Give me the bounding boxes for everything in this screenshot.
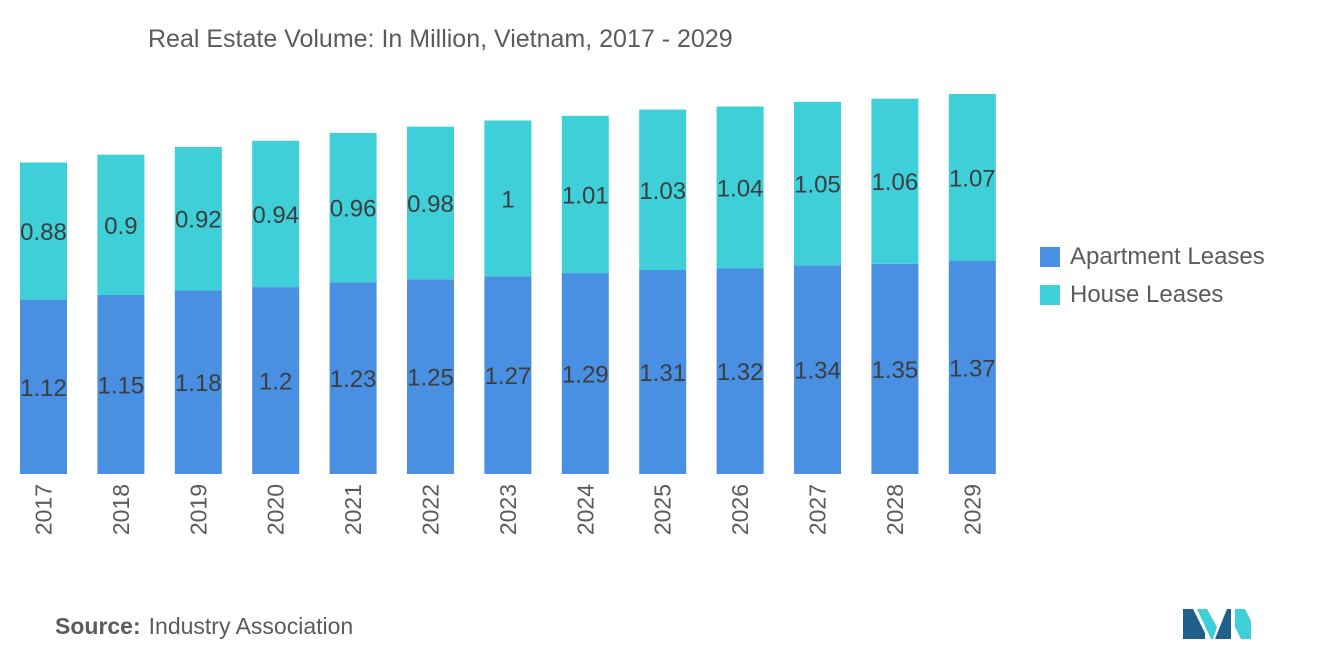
data-label-house-2023: 1: [501, 186, 514, 213]
bar-house-2026[interactable]: [716, 106, 764, 269]
x-tick-label-2024: 2024: [572, 484, 598, 535]
data-label-house-2027: 1.05: [794, 172, 841, 199]
data-label-apartment-2019: 1.18: [175, 370, 222, 397]
data-label-house-2025: 1.03: [639, 178, 686, 205]
x-tick-label-2022: 2022: [418, 484, 444, 535]
data-label-apartment-2027: 1.34: [794, 358, 841, 385]
bar-apartment-2017[interactable]: [20, 299, 67, 474]
legend-swatch-apartment: [1040, 247, 1060, 267]
x-tick-label-2018: 2018: [108, 484, 134, 535]
x-tick-label-2025: 2025: [650, 484, 676, 535]
legend-label-apartment: Apartment Leases: [1070, 243, 1265, 270]
source-note: Source: Industry Association: [55, 613, 353, 640]
bar-apartment-2026[interactable]: [716, 268, 764, 474]
bar-apartment-2025[interactable]: [639, 270, 687, 474]
data-label-house-2029: 1.07: [949, 165, 996, 192]
x-tick-label-2020: 2020: [263, 484, 289, 535]
data-labels-layer: 1.12 0.88 1.15 0.9 1.18 0.92 1.2 0.94 1.23 0.96 1.…: [20, 165, 996, 401]
bar-house-2021[interactable]: [329, 132, 377, 283]
bar-house-2017[interactable]: [20, 162, 67, 300]
data-label-apartment-2021: 1.23: [330, 366, 377, 393]
source-text: Industry Association: [148, 613, 354, 639]
data-label-house-2021: 0.96: [330, 196, 377, 223]
bar-house-2025[interactable]: [639, 109, 687, 270]
x-axis-ticks: 2017 2018 2019 2020 2021 2022 2023 2024 2025 2026…: [31, 484, 986, 535]
bar-apartment-2029[interactable]: [948, 260, 996, 474]
data-label-apartment-2024: 1.29: [562, 362, 609, 389]
bar-house-2020[interactable]: [252, 140, 300, 288]
data-label-house-2022: 0.98: [407, 191, 454, 218]
data-label-apartment-2018: 1.15: [98, 373, 145, 400]
legend-item-house[interactable]: House Leases: [1040, 276, 1265, 314]
bar-apartment-2018[interactable]: [97, 294, 145, 474]
data-label-apartment-2028: 1.35: [872, 357, 919, 384]
bars-layer: [20, 94, 996, 474]
chart-legend: Apartment Leases House Leases: [1040, 238, 1265, 314]
bar-house-2028[interactable]: [871, 98, 919, 264]
data-label-house-2017: 0.88: [20, 219, 67, 246]
bar-house-2029[interactable]: [948, 94, 996, 261]
bar-house-2027[interactable]: [794, 101, 841, 266]
bar-apartment-2020[interactable]: [252, 287, 300, 474]
bar-apartment-2019[interactable]: [174, 290, 222, 474]
data-label-apartment-2022: 1.25: [407, 365, 454, 392]
data-label-apartment-2020: 1.2: [259, 369, 292, 396]
source-label: Source:: [55, 613, 141, 639]
stacked-bar-chart: 1.12 0.88 1.15 0.9 1.18 0.92 1.2 0.94 1.23 0.96 1.…: [20, 94, 996, 535]
x-tick-label-2019: 2019: [185, 484, 211, 535]
bar-apartment-2021[interactable]: [329, 282, 377, 474]
bar-apartment-2023[interactable]: [484, 276, 532, 474]
bar-apartment-2024[interactable]: [561, 273, 609, 474]
x-tick-label-2029: 2029: [959, 484, 985, 535]
data-label-apartment-2023: 1.27: [485, 363, 532, 390]
bar-house-2022[interactable]: [407, 126, 454, 280]
data-label-apartment-2017: 1.12: [20, 375, 67, 402]
legend-item-apartment[interactable]: Apartment Leases: [1040, 238, 1265, 276]
data-label-apartment-2025: 1.31: [639, 360, 686, 387]
x-tick-label-2021: 2021: [340, 484, 366, 535]
x-tick-label-2023: 2023: [495, 484, 521, 535]
data-label-house-2028: 1.06: [872, 169, 919, 196]
x-tick-label-2028: 2028: [882, 484, 908, 535]
data-label-house-2020: 0.94: [252, 202, 299, 229]
bar-house-2018[interactable]: [97, 154, 145, 295]
data-label-apartment-2029: 1.37: [949, 355, 996, 382]
x-tick-label-2026: 2026: [727, 484, 753, 535]
bar-house-2019[interactable]: [174, 147, 222, 291]
x-tick-label-2017: 2017: [31, 484, 57, 535]
legend-label-house: House Leases: [1070, 281, 1224, 308]
brand-logo-icon: [1183, 609, 1251, 639]
bar-apartment-2027[interactable]: [794, 265, 841, 474]
bar-house-2023[interactable]: [484, 120, 532, 277]
chart-title: Real Estate Volume: In Million, Vietnam,…: [148, 25, 733, 53]
bar-house-2024[interactable]: [561, 115, 609, 274]
bar-apartment-2028[interactable]: [871, 263, 919, 474]
data-label-apartment-2026: 1.32: [717, 359, 764, 386]
legend-swatch-house: [1040, 285, 1060, 305]
data-label-house-2026: 1.04: [717, 175, 764, 202]
bar-apartment-2022[interactable]: [407, 279, 454, 474]
data-label-house-2024: 1.01: [562, 183, 609, 210]
x-tick-label-2027: 2027: [805, 484, 831, 535]
data-label-house-2018: 0.9: [104, 213, 137, 240]
data-label-house-2019: 0.92: [175, 207, 222, 234]
